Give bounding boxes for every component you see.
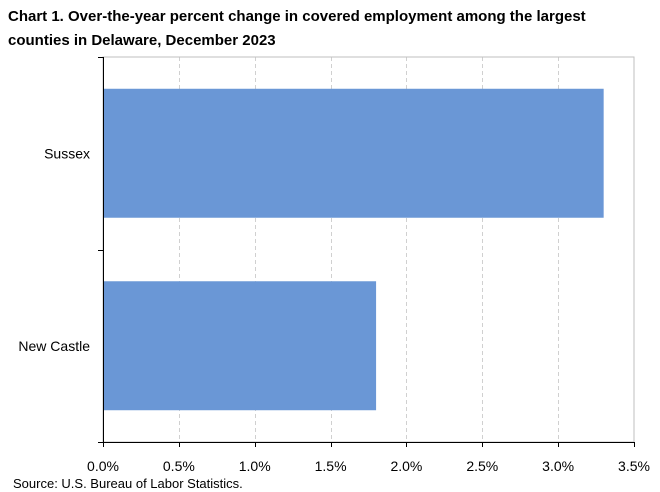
axes: [98, 56, 635, 447]
bar-new-castle: [103, 281, 377, 411]
x-tick-label-4: 2.0%: [390, 458, 422, 474]
x-tick-label-0: 0.0%: [87, 458, 119, 474]
category-label-new-castle: New Castle: [18, 338, 90, 354]
source-note: Source: U.S. Bureau of Labor Statistics.: [13, 476, 243, 491]
x-tick-label-1: 0.5%: [163, 458, 195, 474]
x-tick-label-6: 3.0%: [542, 458, 574, 474]
chart-title: Chart 1. Over-the-year percent change in…: [8, 8, 586, 49]
category-label-sussex: Sussex: [44, 145, 90, 161]
labels: 0.0% 0.5% 1.0% 1.5% 2.0% 2.5% 3.0% 3.5% Sussex Ne…: [18, 145, 650, 474]
x-tick-label-2: 1.0%: [239, 458, 271, 474]
bar-sussex: [103, 88, 604, 218]
x-tick-label-7: 3.5%: [618, 458, 650, 474]
x-tick-label-5: 2.5%: [466, 458, 498, 474]
bars: [103, 88, 604, 411]
x-tick-label-3: 1.5%: [315, 458, 347, 474]
